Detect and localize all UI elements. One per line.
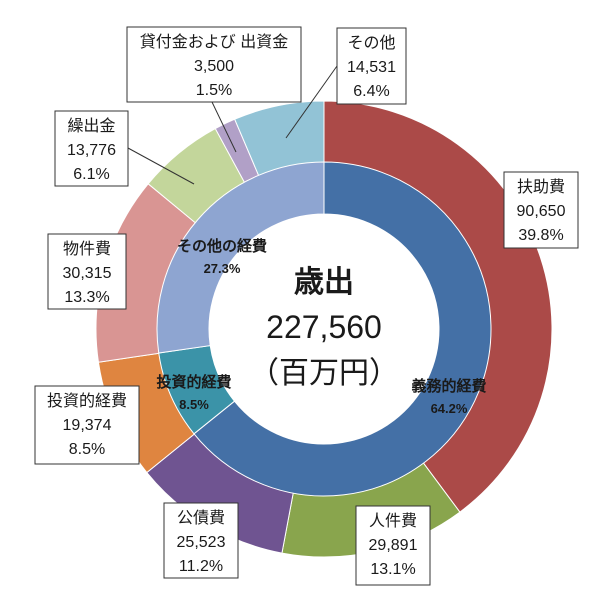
callout-name: 公債費	[177, 509, 225, 527]
callout-name: 人件費	[369, 512, 417, 530]
inner-slice-2	[156, 161, 325, 354]
inner-ring-labels: 義務的経費 64.2% 投資的経費 8.5% その他の経費 27.3%	[156, 237, 486, 416]
callout-box	[336, 27, 407, 105]
callout-name: 貸付金および 出資金	[140, 33, 288, 51]
callout-percent: 6.4%	[353, 83, 389, 100]
inner-slice-0	[193, 161, 492, 497]
callout-labels: 扶助費 90,650 39.8% 人件費 29,891 13.1% 公債費 25,523 11.…	[34, 26, 579, 586]
callout-value: 14,531	[347, 59, 396, 76]
callout-3: 投資的経費 19,374 8.5%	[34, 385, 140, 465]
inner-label-1: 投資的経費 8.5%	[156, 373, 231, 412]
center-label-unit: （百万円）	[249, 357, 399, 390]
inner-label-name: 義務的経費	[411, 377, 486, 395]
callout-6: 貸付金および 出資金 3,500 1.5%	[126, 26, 302, 103]
callout-percent: 13.1%	[370, 561, 415, 578]
inner-label-name: 投資的経費	[156, 373, 231, 391]
callout-value: 30,315	[63, 265, 112, 282]
callout-box	[34, 385, 140, 465]
callout-0: 扶助費 90,650 39.8%	[503, 171, 579, 249]
callout-percent: 11.2%	[179, 558, 223, 575]
callout-7: その他 14,531 6.4%	[336, 27, 407, 105]
callout-percent: 13.3%	[64, 289, 109, 306]
callout-4: 物件費 30,315 13.3%	[47, 233, 127, 310]
center-label-title: 歳出	[294, 266, 354, 299]
inner-label-0: 義務的経費 64.2%	[411, 377, 486, 416]
callout-percent: 39.8%	[518, 227, 563, 244]
callout-percent: 6.1%	[73, 166, 109, 183]
callout-box	[126, 26, 302, 103]
callout-percent: 8.5%	[69, 441, 105, 458]
inner-label-name: その他の経費	[177, 237, 267, 255]
callout-value: 25,523	[177, 534, 226, 551]
center-label-total: 227,560	[266, 309, 382, 345]
leader-line-5	[127, 147, 195, 185]
callout-box	[503, 171, 579, 249]
callout-1: 人件費 29,891 13.1%	[355, 505, 431, 586]
inner-label-2: その他の経費 27.3%	[177, 237, 267, 276]
callout-name: 物件費	[63, 240, 111, 258]
callout-name: 投資的経費	[47, 392, 127, 410]
inner-label-percent: 64.2%	[431, 401, 468, 416]
callout-name: 扶助費	[517, 178, 565, 196]
inner-ring	[156, 161, 492, 497]
callout-value: 3,500	[194, 58, 234, 75]
callout-box	[163, 502, 239, 579]
leader-line-7	[285, 65, 338, 139]
callout-box	[54, 110, 129, 187]
center-label: 歳出 227,560 （百万円）	[249, 266, 399, 390]
callout-name: その他	[347, 34, 395, 52]
callout-box	[355, 505, 431, 586]
callout-value: 13,776	[67, 142, 116, 159]
callout-value: 90,650	[517, 203, 566, 220]
callout-box	[47, 233, 127, 310]
callout-value: 29,891	[369, 537, 418, 554]
callout-name: 繰出金	[67, 117, 115, 135]
leader-lines	[127, 65, 338, 185]
inner-label-percent: 27.3%	[204, 261, 241, 276]
callout-value: 19,374	[63, 417, 112, 434]
inner-label-percent: 8.5%	[179, 397, 209, 412]
callout-percent: 1.5%	[196, 82, 232, 99]
callout-5: 繰出金 13,776 6.1%	[54, 110, 129, 187]
leader-line-6	[211, 101, 237, 153]
callout-2: 公債費 25,523 11.2%	[163, 502, 239, 579]
